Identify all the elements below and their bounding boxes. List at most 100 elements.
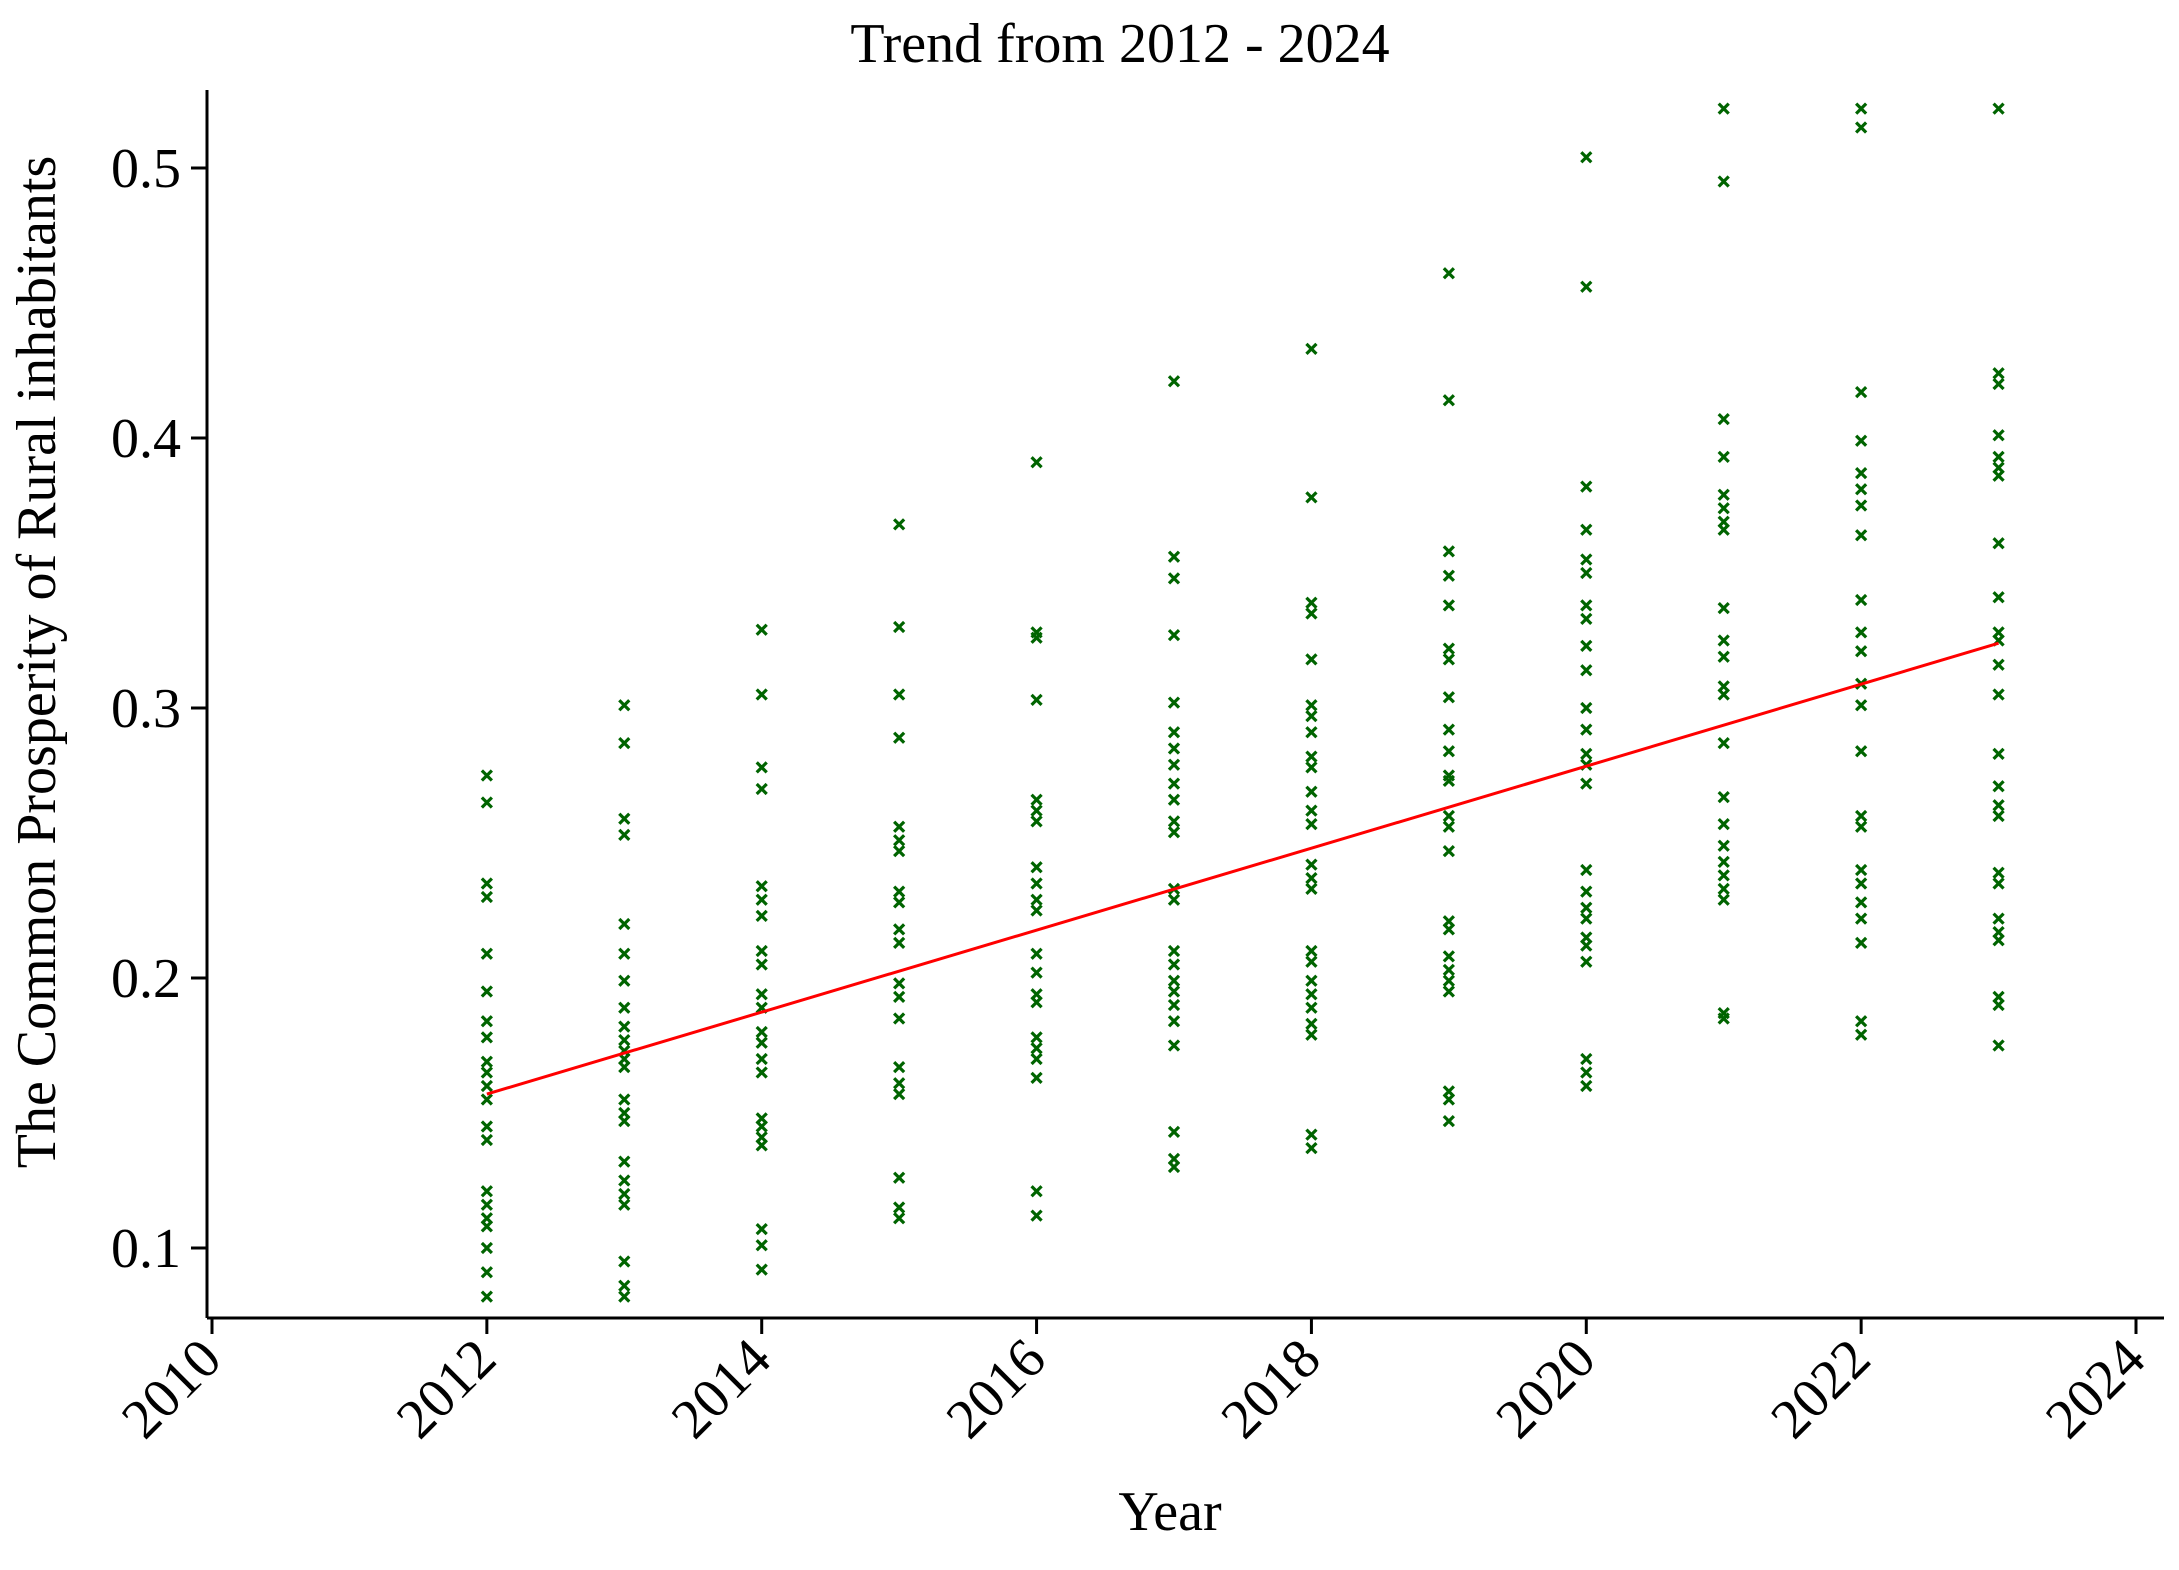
data-point (1442, 745, 1455, 758)
x-tick-label: 2012 (385, 1327, 508, 1450)
data-point (755, 880, 768, 893)
data-point (1855, 626, 1868, 639)
data-point (1442, 774, 1455, 788)
data-point (755, 1066, 768, 1079)
y-tick-label: 0.4 (111, 408, 181, 470)
data-point (1305, 726, 1318, 739)
data-point (1717, 839, 1730, 852)
data-point (1305, 882, 1318, 896)
data-point (1992, 591, 2005, 604)
data-point (893, 731, 906, 744)
data-point (618, 1255, 631, 1268)
data-point (1855, 896, 1868, 909)
trend-line (486, 641, 2000, 1096)
data-point (1717, 817, 1730, 831)
data-point (1167, 1160, 1181, 1174)
data-point (1855, 877, 1868, 890)
data-point (1305, 491, 1318, 504)
data-point (1167, 550, 1181, 563)
data-point (1442, 985, 1455, 998)
data-point (1305, 974, 1318, 987)
data-point (893, 990, 906, 1004)
data-point (1717, 102, 1730, 115)
data-point (480, 769, 493, 782)
data-point (755, 688, 768, 701)
data-point (1167, 1015, 1181, 1028)
data-point (1442, 723, 1455, 736)
data-point (618, 917, 631, 931)
data-point (755, 893, 768, 906)
data-point (1305, 607, 1318, 620)
data-point (1030, 877, 1043, 890)
data-point (480, 1093, 493, 1106)
data-point (893, 977, 906, 990)
data-point (1855, 936, 1868, 950)
data-point (480, 1290, 493, 1303)
data-point (1580, 885, 1593, 898)
data-point (1442, 691, 1455, 704)
data-point (1717, 790, 1730, 804)
data-point (893, 518, 906, 531)
data-point (1030, 1042, 1043, 1055)
data-point (1717, 893, 1730, 906)
data-point (1442, 1093, 1455, 1106)
data-point (1305, 596, 1318, 609)
data-point (755, 1120, 768, 1133)
data-point (618, 1033, 631, 1047)
x-tick-label: 2018 (1210, 1327, 1333, 1450)
data-point (755, 944, 768, 958)
data-point (1167, 758, 1181, 771)
x-tick-label: 2024 (2034, 1327, 2157, 1450)
data-point (755, 1239, 768, 1252)
data-point (893, 1201, 906, 1214)
data-point (1305, 761, 1318, 774)
data-point (618, 947, 631, 960)
data-point (1992, 429, 2005, 442)
data-point (480, 1079, 493, 1093)
data-point (480, 1198, 493, 1211)
data-point (618, 1114, 631, 1128)
data-point (1030, 947, 1043, 960)
data-point (1992, 450, 2005, 464)
data-point (480, 1031, 493, 1044)
data-point (480, 877, 493, 890)
data-point (618, 1187, 631, 1201)
data-point (1442, 844, 1455, 858)
data-point (1167, 998, 1181, 1012)
data-point (1030, 1071, 1043, 1085)
data-point (618, 1174, 631, 1187)
data-point (1855, 434, 1868, 447)
data-point (1992, 1039, 2005, 1052)
data-point (1855, 593, 1868, 607)
data-point (1030, 804, 1043, 817)
data-point (1717, 412, 1730, 426)
data-point (1305, 785, 1318, 798)
data-point (1580, 599, 1593, 612)
data-point (1992, 912, 2005, 925)
data-point (1305, 1001, 1318, 1014)
data-point (618, 699, 631, 712)
data-point (618, 1279, 631, 1292)
data-point (1167, 726, 1181, 739)
data-point (1442, 653, 1455, 666)
data-point (1305, 342, 1318, 356)
data-point (1167, 974, 1181, 987)
data-point (1167, 1125, 1181, 1139)
data-point (755, 1025, 768, 1039)
data-point (1992, 747, 2005, 761)
data-point (1855, 745, 1868, 758)
data-point (1442, 950, 1455, 963)
data-point (1580, 863, 1593, 877)
data-point (1030, 1209, 1043, 1222)
data-point (1992, 809, 2005, 823)
data-point (1167, 696, 1181, 709)
data-point (1855, 499, 1868, 512)
x-tick-label: 2022 (1759, 1327, 1882, 1450)
data-point (480, 1055, 493, 1068)
data-point (1992, 866, 2005, 879)
x-axis-title: Year (1118, 1481, 1222, 1543)
data-point (1030, 693, 1043, 707)
data-point (1442, 394, 1455, 407)
data-point (1305, 699, 1318, 712)
